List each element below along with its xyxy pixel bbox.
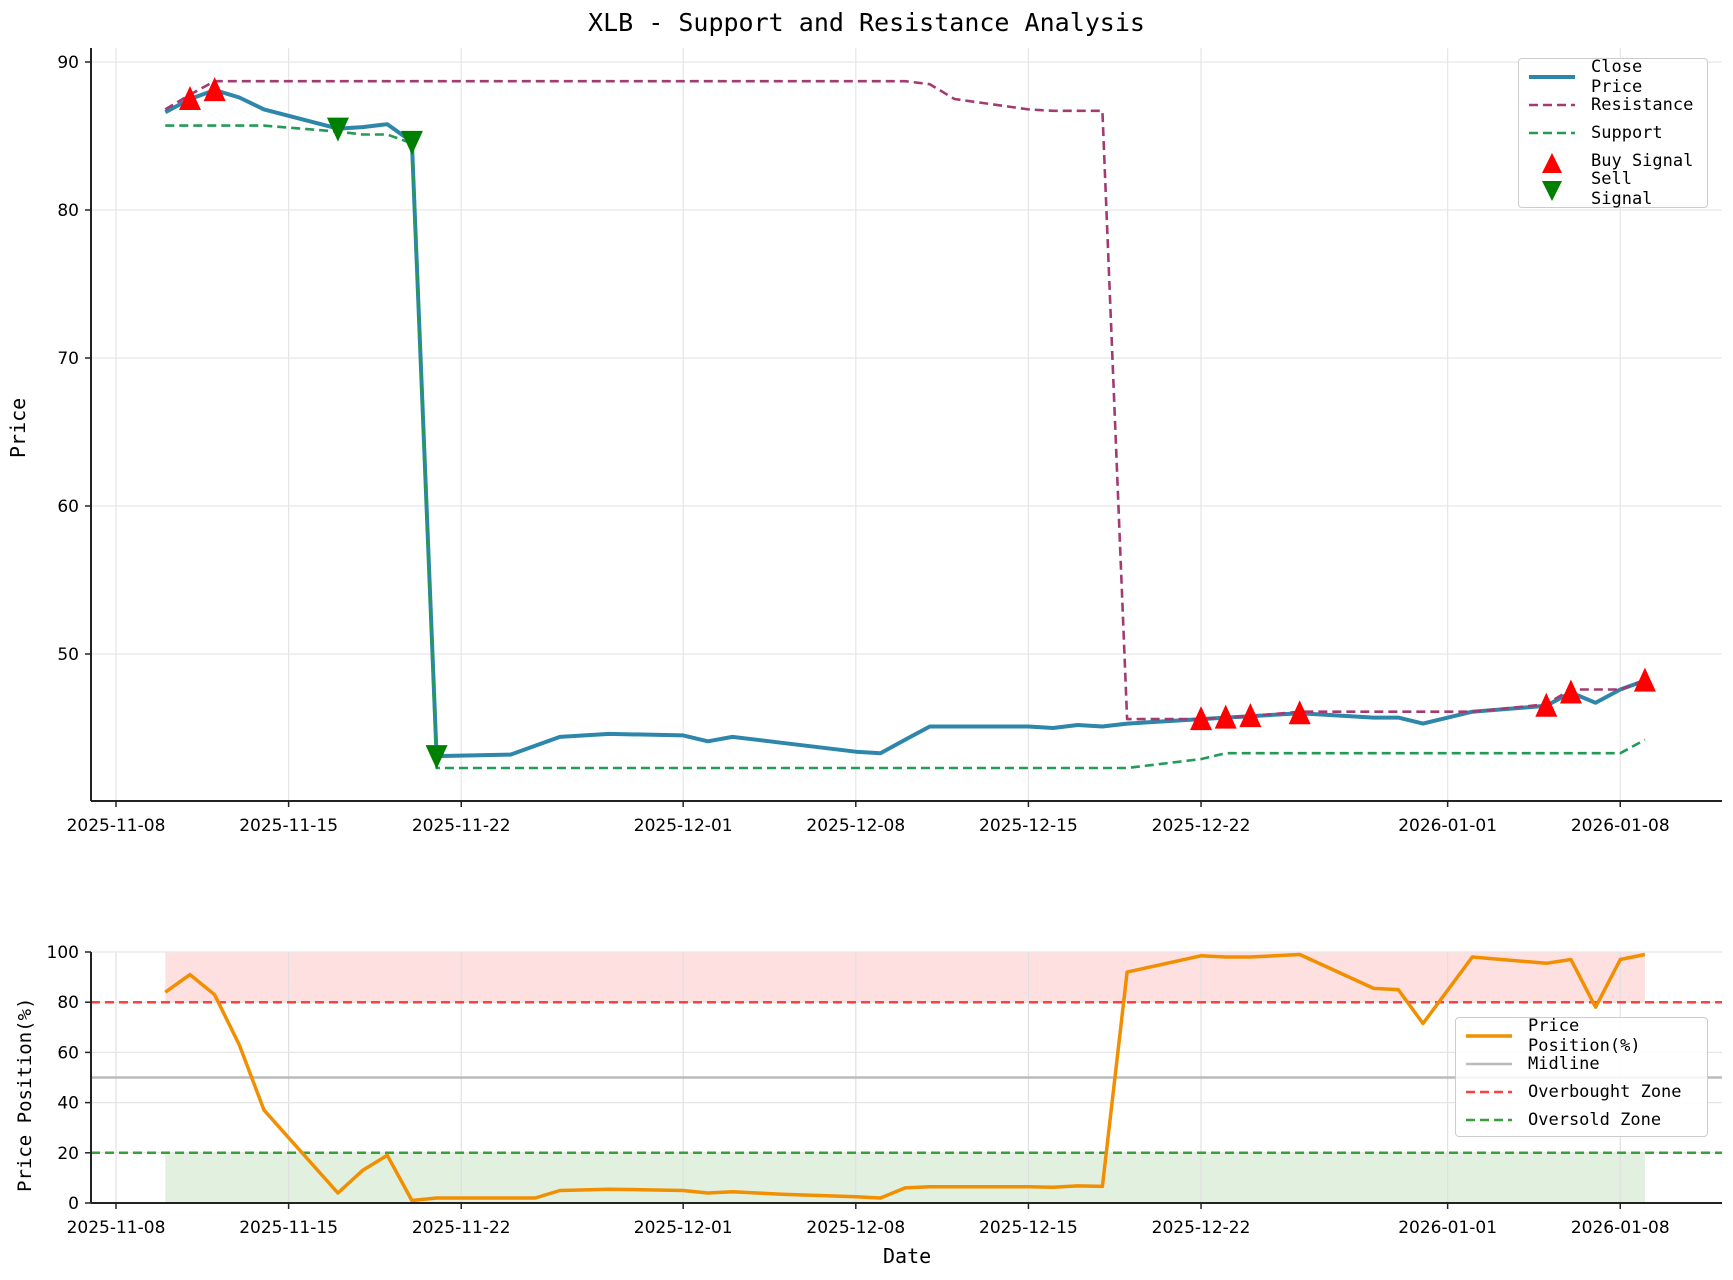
y-tick-label: 80 [57, 201, 79, 221]
solid-line-icon [1527, 67, 1577, 87]
x-tick-label: 2026-01-08 [1571, 816, 1670, 836]
top-legend: Close Price Resistance Support Buy Signa… [1518, 57, 1708, 209]
legend-item-support: Support [1527, 119, 1699, 147]
top-y-axis-label: Price [6, 397, 30, 458]
legend-label: Resistance [1591, 95, 1694, 115]
legend-label: Price Position(%) [1528, 1016, 1641, 1056]
x-tick-label: 2025-12-22 [1152, 1218, 1251, 1238]
x-tick-label: 2026-01-01 [1398, 816, 1497, 836]
y-tick-label: 100 [47, 943, 79, 963]
triangle-down-icon [1527, 179, 1577, 201]
x-tick-label: 2025-12-08 [806, 1218, 905, 1238]
close-price-line [164, 88, 1646, 759]
sell-signal-marker [400, 130, 423, 155]
buy-signal-marker [1633, 667, 1656, 692]
support-line [165, 124, 1646, 770]
legend-item-overbought: Overbought Zone [1464, 1078, 1699, 1106]
y-tick-label: 60 [57, 1043, 79, 1063]
x-tick-label: 2025-12-15 [979, 816, 1078, 836]
shaded-zone [165, 1152, 1645, 1203]
buy-signal-marker [203, 77, 226, 102]
bottom-legend: Price Position(%) Midline Overbought Zon… [1455, 1016, 1708, 1137]
x-tick-label: 2025-11-15 [239, 816, 338, 836]
legend-label: Overbought Zone [1528, 1082, 1682, 1102]
sell-signal-marker [425, 745, 448, 770]
x-tick-label: 2025-12-08 [806, 816, 905, 836]
legend-label: Oversold Zone [1528, 1110, 1662, 1130]
legend-item-buy: Buy Signal [1527, 147, 1699, 175]
legend-label: Buy Signal [1591, 151, 1694, 171]
legend-item-position: Price Position(%) [1464, 1016, 1699, 1056]
shaded-zone [165, 952, 1645, 1003]
x-tick-label: 2025-12-22 [1152, 816, 1251, 836]
x-tick-label: 2025-11-15 [239, 1218, 338, 1238]
x-tick-label: 2025-11-22 [412, 1218, 511, 1238]
bottom-y-axis-label: Price Position(%) [14, 997, 36, 1192]
solid-line-icon [1464, 1026, 1514, 1046]
x-tick-label: 2026-01-08 [1571, 1218, 1670, 1238]
legend-item-oversold: Oversold Zone [1464, 1106, 1699, 1134]
legend-label: Close Price [1591, 57, 1643, 97]
x-tick-label: 2025-12-01 [634, 1218, 733, 1238]
legend-item-midline: Midline [1464, 1050, 1699, 1078]
legend-item-resistance: Resistance [1527, 91, 1699, 119]
y-tick-label: 60 [57, 497, 79, 517]
y-tick-label: 80 [57, 993, 79, 1013]
legend-item-sell: Sell Signal [1527, 169, 1699, 209]
y-tick-label: 40 [57, 1094, 79, 1114]
bottom-x-axis-label: Date [883, 1244, 932, 1268]
y-tick-label: 90 [57, 53, 79, 73]
buy-signal-marker [1535, 692, 1558, 717]
sell-signal-marker [326, 117, 349, 142]
resistance-line [164, 79, 1646, 721]
buy-signal-marker [1214, 704, 1237, 729]
buy-signal-marker [1559, 679, 1582, 704]
x-tick-label: 2025-12-15 [979, 1218, 1078, 1238]
buy-signal-marker [1190, 706, 1213, 731]
y-tick-label: 0 [68, 1194, 79, 1214]
dashed-line-icon [1464, 1082, 1514, 1102]
x-tick-label: 2025-11-08 [67, 1218, 166, 1238]
y-tick-label: 50 [57, 645, 79, 665]
buy-signal-marker [1288, 700, 1311, 725]
price-position-line [164, 952, 1646, 1203]
triangle-up-icon [1527, 151, 1577, 173]
chart-title: XLB - Support and Resistance Analysis [588, 8, 1145, 37]
x-tick-label: 2025-12-01 [634, 816, 733, 836]
legend-label: Sell Signal [1591, 169, 1653, 209]
y-tick-label: 20 [57, 1144, 79, 1164]
solid-line-icon [1464, 1054, 1514, 1074]
buy-signal-marker [1239, 703, 1262, 728]
x-tick-label: 2025-11-22 [412, 816, 511, 836]
y-tick-label: 70 [57, 349, 79, 369]
dashed-line-icon [1464, 1110, 1514, 1130]
dashed-line-icon [1527, 95, 1577, 115]
legend-label: Midline [1528, 1054, 1600, 1074]
dashed-line-icon [1527, 123, 1577, 143]
legend-item-close: Close Price [1527, 57, 1699, 97]
x-tick-label: 2026-01-01 [1398, 1218, 1497, 1238]
buy-signal-marker [178, 86, 201, 110]
legend-label: Support [1591, 123, 1663, 143]
x-tick-label: 2025-11-08 [67, 816, 166, 836]
